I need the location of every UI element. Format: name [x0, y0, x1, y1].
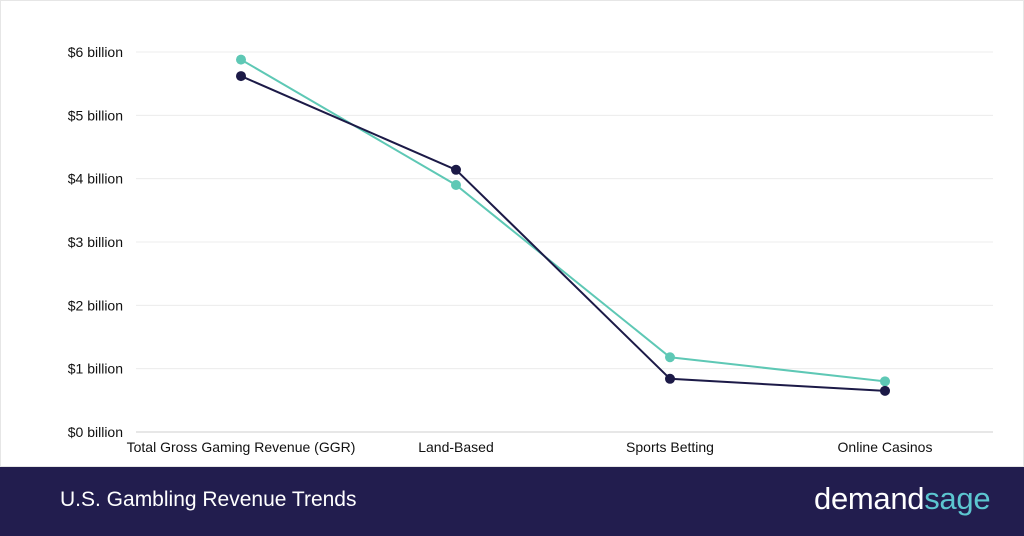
data-point — [880, 385, 890, 396]
x-tick-label: Total Gross Gaming Revenue (GGR) — [127, 439, 356, 455]
chart-area: $0 billion $1 billion $2 billion $3 billion… — [0, 0, 1024, 467]
data-point — [880, 376, 890, 387]
series-line-2 — [240, 75, 886, 392]
data-point — [451, 164, 461, 175]
y-tick-label: $5 billion — [68, 107, 123, 123]
line-chart: $0 billion $1 billion $2 billion $3 billion… — [68, 44, 993, 455]
y-tick-label: $1 billion — [68, 361, 123, 377]
x-tick-label: Land-Based — [418, 439, 494, 455]
x-tick-label: Sports Betting — [626, 439, 714, 455]
data-point — [451, 180, 461, 190]
demandsage-logo: demandsage — [814, 481, 991, 517]
data-point — [236, 54, 246, 65]
y-tick-label: $3 billion — [68, 234, 123, 250]
logo-text-demand: demand — [814, 481, 925, 516]
y-tick-label: $6 billion — [68, 44, 123, 60]
y-tick-label: $4 billion — [68, 171, 123, 187]
chart-title: U.S. Gambling Revenue Trends — [60, 488, 357, 511]
data-point — [236, 71, 246, 82]
y-tick-label: $2 billion — [68, 297, 123, 313]
footer-banner: U.S. Gambling Revenue Trends demandsage — [0, 467, 1024, 536]
y-tick-label: $0 billion — [68, 424, 123, 440]
series-line-1 — [240, 58, 886, 383]
logo-text-sage: sage — [924, 481, 991, 516]
data-point — [665, 352, 675, 363]
data-point — [665, 373, 675, 384]
x-tick-label: Online Casinos — [838, 439, 933, 455]
